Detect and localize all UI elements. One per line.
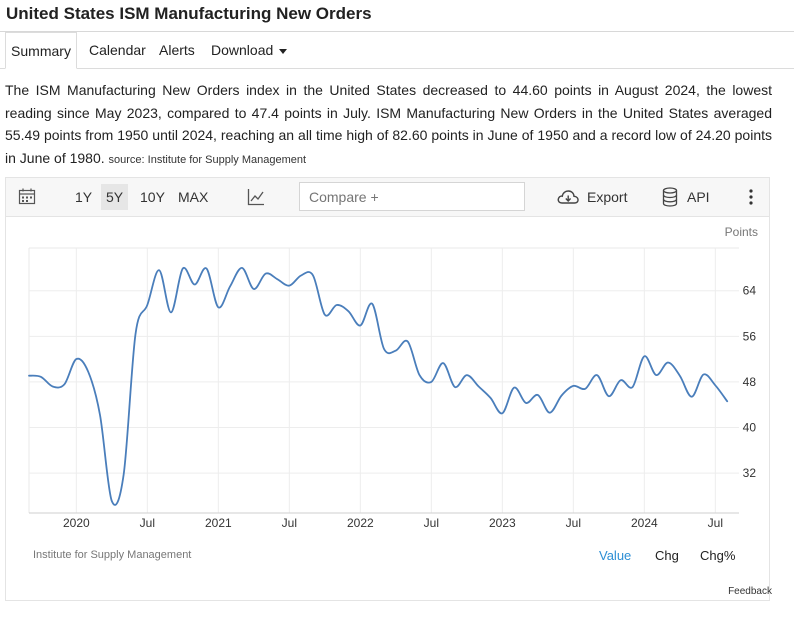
y-tick-label: 56 <box>743 329 757 343</box>
y-tick-label: 40 <box>743 421 757 435</box>
chart-grid <box>28 247 739 513</box>
tab-download[interactable]: Download <box>211 32 288 68</box>
value-toggle[interactable]: Value <box>599 548 632 563</box>
caret-down-icon <box>279 48 288 54</box>
cloud-download-icon[interactable] <box>556 187 580 207</box>
x-tick-label: 2022 <box>347 516 374 530</box>
export-button[interactable]: Export <box>587 189 628 205</box>
description-text: The ISM Manufacturing New Orders index i… <box>5 82 772 166</box>
range-10y-button[interactable]: 10Y <box>140 189 165 205</box>
range-5y-button[interactable]: 5Y <box>101 184 129 210</box>
chart-panel: 1Y 5Y 10Y MAX Export API 32 40 48 56 64 2020 J… <box>5 177 770 601</box>
tab-download-label: Download <box>211 42 274 58</box>
range-max-button[interactable]: MAX <box>178 189 209 205</box>
title-divider <box>0 31 794 32</box>
chg-pct-toggle[interactable]: Chg% <box>700 548 736 563</box>
x-tick-label: Jul <box>566 516 581 530</box>
x-tick-label: 2021 <box>205 516 232 530</box>
chg-toggle[interactable]: Chg <box>655 548 679 563</box>
chart-axes: 32 40 48 56 64 2020 Jul 2021 Jul 2022 Jul 2023 Jul 20… <box>29 284 756 530</box>
x-tick-label: Jul <box>282 516 297 530</box>
calendar-icon[interactable] <box>18 188 36 206</box>
page-title: United States ISM Manufacturing New Orde… <box>6 4 372 23</box>
summary-description: The ISM Manufacturing New Orders index i… <box>5 79 772 171</box>
y-axis-unit-label: Points <box>725 225 758 239</box>
x-tick-label: 2024 <box>631 516 658 530</box>
line-chart: 32 40 48 56 64 2020 Jul 2021 Jul 2022 Jul 2023 Jul 20… <box>28 225 758 530</box>
x-tick-label: Jul <box>708 516 723 530</box>
x-tick-label: Jul <box>140 516 155 530</box>
chart-source-label: Institute for Supply Management <box>33 549 192 561</box>
y-tick-label: 64 <box>743 284 757 298</box>
series-line <box>28 266 729 506</box>
feedback-link[interactable]: Feedback <box>728 586 772 597</box>
tab-alerts[interactable]: Alerts <box>159 42 195 58</box>
tab-calendar[interactable]: Calendar <box>89 42 146 58</box>
line-chart-icon[interactable] <box>247 188 265 206</box>
x-tick-label: 2023 <box>489 516 516 530</box>
x-tick-label: Jul <box>424 516 439 530</box>
more-vertical-icon[interactable] <box>748 189 754 205</box>
source-note: source: Institute for Supply Management <box>108 153 307 166</box>
tab-bar: Summary Calendar Alerts Download <box>0 32 794 69</box>
y-tick-label: 48 <box>743 375 757 389</box>
chart-toolbar: 1Y 5Y 10Y MAX Export API <box>6 178 769 217</box>
compare-input[interactable] <box>299 182 525 211</box>
tab-summary[interactable]: Summary <box>5 32 77 69</box>
x-tick-label: 2020 <box>63 516 90 530</box>
y-tick-label: 32 <box>743 466 757 480</box>
range-1y-button[interactable]: 1Y <box>75 189 93 205</box>
database-icon[interactable] <box>662 187 678 207</box>
api-button[interactable]: API <box>687 189 710 205</box>
